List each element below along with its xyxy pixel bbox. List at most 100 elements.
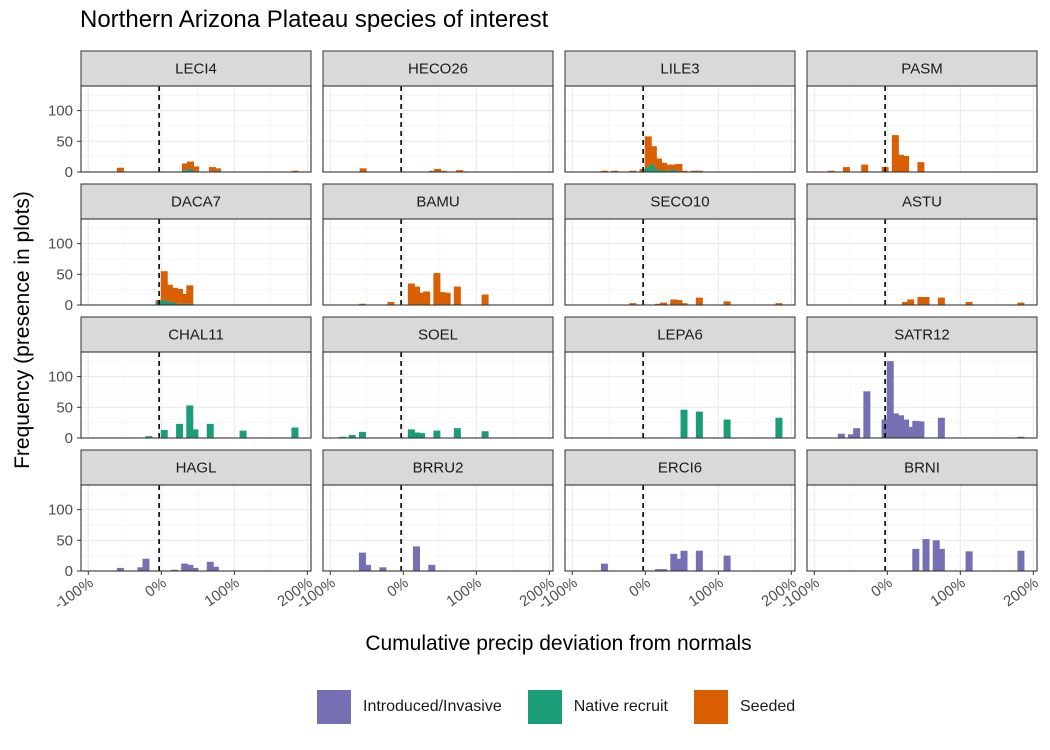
panel-border [322,218,554,306]
panel-strip-label: CHAL11 [168,327,224,344]
bar-seeded [1017,302,1025,305]
panel-strip [564,50,796,87]
bar-introduced-invasive [891,413,899,438]
panel-border [322,85,554,173]
bar-seeded [407,283,415,305]
bar-introduced-invasive [848,434,856,438]
legend-item-seeded: Seeded [694,690,795,724]
panel-seco10: SECO10 [564,183,796,306]
bar-seeded [358,303,366,305]
bar-seeded [439,170,447,172]
y-tick-label: 0 [65,164,73,181]
bar-seeded [359,168,367,172]
legend-label: Native recruit [573,698,668,715]
panel-strip [806,183,1038,220]
panel-strip-label: HECO26 [408,61,468,78]
x-tick-label: 0% [142,574,170,600]
bar-native-recruit [775,417,783,438]
panel-erci6: ERCI6-100% 0% 100% 200% [535,449,800,613]
bar-seeded [116,167,124,172]
bar-introduced-invasive [965,551,973,571]
panel-strip-label: SOEL [418,327,458,344]
panel-strip-label: ERCI6 [658,460,702,477]
bar-introduced-invasive [358,552,366,571]
bar-introduced-invasive [116,567,124,571]
bar-native-recruit [186,303,194,305]
bar-seeded [181,293,189,304]
bar-introduced-invasive [191,567,199,571]
bar-seeded [629,303,637,305]
panel-strip [564,183,796,220]
panel-border [564,351,796,439]
bar-seeded [291,170,299,172]
panel-strip [322,183,554,220]
bar-native-recruit [239,430,247,438]
bar-seeded [891,135,899,172]
bar-seeded [654,303,662,305]
panel-border [80,484,312,572]
bar-introduced-invasive [680,550,688,571]
panel-border [564,85,796,173]
bar-native-recruit [192,170,200,172]
panel-strip-label: SATR12 [894,327,950,344]
panel-satr12: SATR12 [806,316,1038,439]
bar-seeded [176,289,184,304]
bar-native-recruit [453,428,461,438]
bar-seeded [775,303,783,305]
bar-native-recruit [181,303,189,305]
panel-background [565,219,795,305]
bar-seeded [433,273,441,305]
bar-introduced-invasive [863,391,871,438]
bar-introduced-invasive [137,567,145,571]
panel-daca7: DACA7 0 50 100 [48,183,312,314]
panel-border [564,218,796,306]
bar-introduced-invasive [654,569,662,571]
panel-border [80,218,312,306]
bar-seeded [453,286,461,305]
bar-native-recruit [723,419,731,438]
panel-strip [806,449,1038,486]
bar-seeded [423,291,431,305]
legend-item-introduced-invasive: Introduced/Invasive [317,690,502,724]
y-tick-label: 0 [65,297,73,314]
panel-strip-label: PASM [901,61,942,78]
panel-lepa6: LEPA6 [564,316,796,439]
bar-seeded [695,170,703,172]
bar-seeded [165,284,173,302]
bar-introduced-invasive [723,555,731,571]
bar-native-recruit [145,436,153,438]
bar-seeded [412,286,420,305]
panel-strip [322,50,554,87]
panel-strip [806,50,1038,87]
bar-introduced-invasive [364,564,372,571]
bar-seeded [723,301,731,305]
x-tick-label: 0% [384,574,412,600]
bar-seeded [670,299,678,305]
bar-seeded [387,301,395,305]
bar-introduced-invasive [211,566,219,571]
y-tick-label: 0 [65,430,73,447]
bar-native-recruit [186,405,194,438]
bar-introduced-invasive [907,426,915,438]
bar-introduced-invasive [600,563,608,571]
bar-introduced-invasive [428,564,436,571]
x-tick-label: 100% [685,574,726,610]
panel-background [81,219,311,305]
bar-native-recruit [481,431,489,438]
bar-native-recruit [348,434,356,438]
bar-seeded [896,154,904,172]
bar-seeded [629,170,637,172]
panel-background [323,86,553,172]
bar-introduced-invasive [181,563,189,571]
bar-seeded [600,170,608,172]
bar-introduced-invasive [675,558,683,571]
bar-native-recruit [680,409,688,438]
bar-native-recruit [187,168,195,172]
panel-strip [80,316,312,353]
bar-seeded [214,168,222,171]
legend-label: Introduced/Invasive [363,698,502,715]
y-tick-label: 50 [56,266,73,283]
panel-leci4: LECI4 0 50 100 [48,50,312,181]
bar-introduced-invasive [1017,550,1025,571]
